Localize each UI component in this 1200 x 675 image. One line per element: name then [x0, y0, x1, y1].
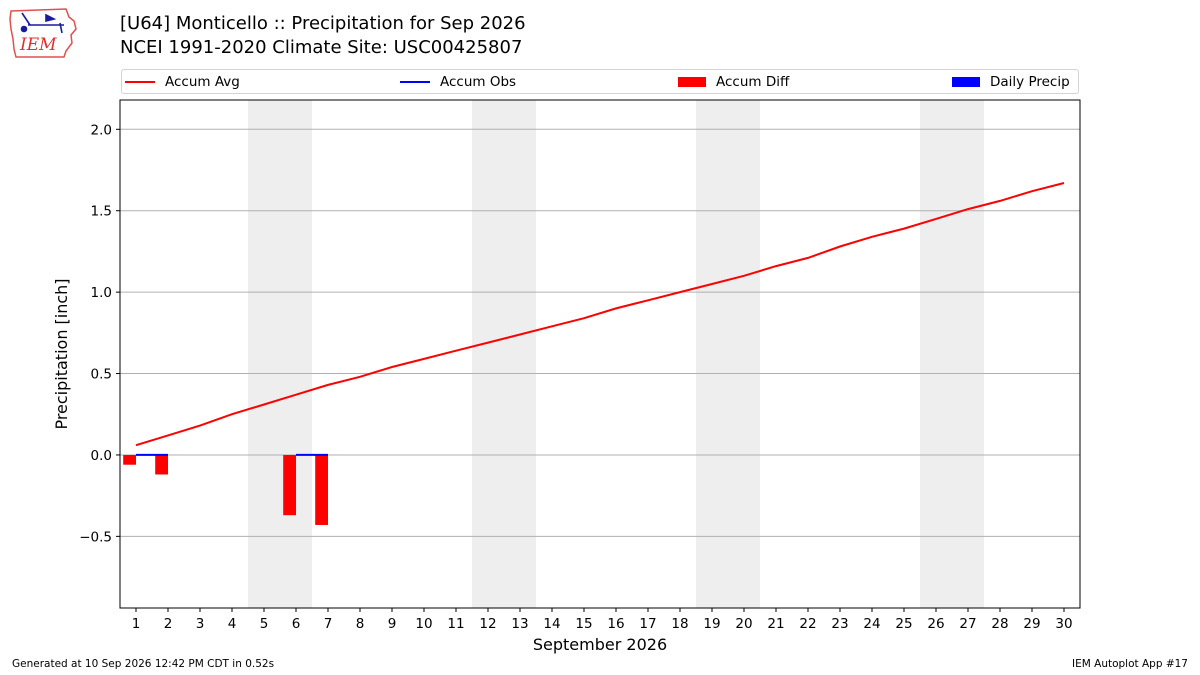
x-tick-label: 29 — [1023, 616, 1040, 632]
x-tick-label: 16 — [607, 616, 624, 632]
y-axis-label: Precipitation [inch] — [52, 278, 71, 429]
x-tick-label: 1 — [132, 616, 141, 632]
x-tick-label: 19 — [703, 616, 720, 632]
bar-accum-diff — [283, 454, 296, 516]
title-line-2: NCEI 1991-2020 Climate Site: USC00425807 — [120, 37, 523, 58]
series-line-accum-avg — [135, 182, 1065, 447]
weekend-band — [952, 100, 984, 608]
legend-label-accum-obs: Accum Obs — [440, 74, 517, 90]
weekend-band — [472, 100, 504, 608]
weekend-band — [280, 100, 312, 608]
footer-generated: Generated at 10 Sep 2026 12:42 PM CDT in… — [12, 658, 275, 670]
x-tick-label: 10 — [415, 616, 432, 632]
weekend-band — [920, 100, 952, 608]
legend-label-accum-diff: Accum Diff — [716, 74, 790, 90]
legend-swatch-daily-precip — [952, 77, 980, 87]
y-tick-label: 2.0 — [91, 122, 112, 138]
weekend-band — [248, 100, 280, 608]
x-tick-label: 13 — [511, 616, 528, 632]
weekend-band — [728, 100, 760, 608]
x-tick-label: 24 — [863, 616, 880, 632]
legend-swatch-accum-obs — [400, 81, 430, 83]
weekend-band — [696, 100, 728, 608]
x-tick-label: 8 — [356, 616, 365, 632]
x-tick-label: 30 — [1055, 616, 1072, 632]
bar-accum-diff — [155, 454, 168, 475]
legend-label-accum-avg: Accum Avg — [165, 74, 240, 90]
x-tick-label: 5 — [260, 616, 269, 632]
y-tick-label: −0.5 — [79, 529, 112, 545]
x-tick-label: 9 — [388, 616, 397, 632]
plot-frame — [119, 99, 1081, 609]
x-tick-label: 7 — [324, 616, 333, 632]
x-tick-label: 21 — [767, 616, 784, 632]
x-axis-label: September 2026 — [533, 635, 667, 654]
x-tick-label: 25 — [895, 616, 912, 632]
chart-title: [U64] Monticello :: Precipitation for Se… — [120, 12, 526, 60]
y-tick-label: 1.0 — [91, 285, 112, 301]
weekend-band — [504, 100, 536, 608]
x-tick-label: 28 — [991, 616, 1008, 632]
legend-label-daily-precip: Daily Precip — [990, 74, 1070, 90]
bar-accum-diff — [315, 454, 328, 525]
x-tick-label: 18 — [671, 616, 688, 632]
logo-text: IEM — [19, 35, 57, 55]
x-tick-label: 23 — [831, 616, 848, 632]
iowa-state-outline-icon — [9, 8, 77, 58]
legend-item-accum-diff: Accum Diff — [678, 73, 789, 91]
y-tick-label: 0.0 — [91, 448, 112, 464]
x-tick-label: 11 — [447, 616, 464, 632]
x-tick-label: 12 — [479, 616, 496, 632]
x-tick-label: 14 — [543, 616, 560, 632]
footer-app: IEM Autoplot App #17 — [1072, 658, 1188, 670]
bar-accum-diff — [123, 454, 136, 465]
y-tick-label: 0.5 — [91, 367, 112, 383]
iem-logo: IEM — [9, 8, 77, 58]
x-tick-label: 6 — [292, 616, 301, 632]
chart-legend: Accum Avg Accum Obs Accum Diff Daily Pre… — [121, 69, 1079, 94]
legend-item-accum-obs: Accum Obs — [400, 73, 516, 91]
x-tick-label: 2 — [164, 616, 173, 632]
x-tick-label: 3 — [196, 616, 205, 632]
x-tick-label: 4 — [228, 616, 237, 632]
x-tick-label: 17 — [639, 616, 656, 632]
legend-swatch-accum-avg — [125, 81, 155, 83]
legend-swatch-accum-diff — [678, 77, 706, 87]
y-tick-label: 1.5 — [91, 204, 112, 220]
legend-item-accum-avg: Accum Avg — [125, 73, 240, 91]
legend-item-daily-precip: Daily Precip — [952, 73, 1070, 91]
x-tick-label: 26 — [927, 616, 944, 632]
weather-station-icon — [20, 12, 64, 34]
title-line-1: [U64] Monticello :: Precipitation for Se… — [120, 13, 526, 34]
x-tick-label: 15 — [575, 616, 592, 632]
x-tick-label: 27 — [959, 616, 976, 632]
x-tick-label: 22 — [799, 616, 816, 632]
x-tick-label: 20 — [735, 616, 752, 632]
